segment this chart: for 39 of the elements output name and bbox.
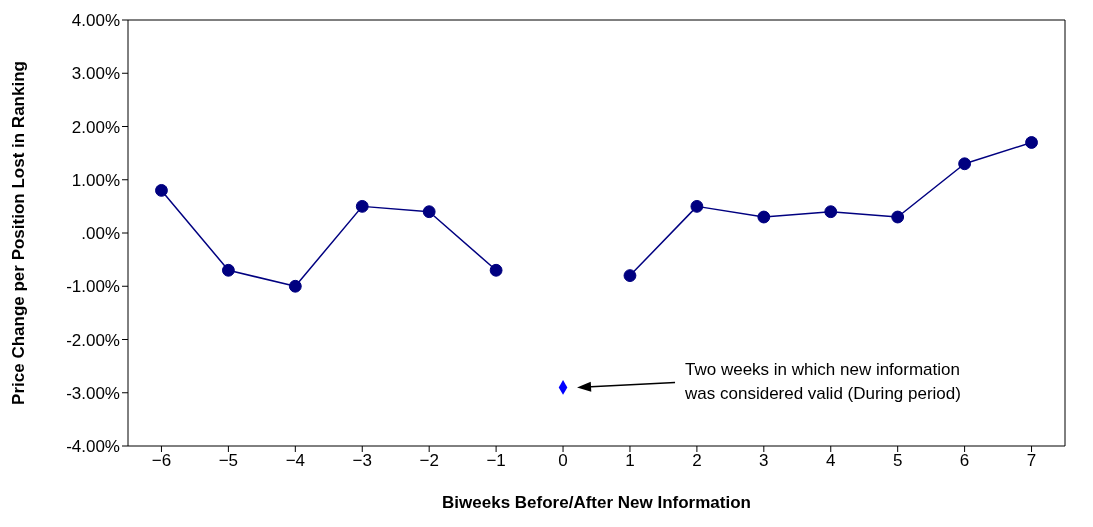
x-tick-label: 2 [692, 451, 702, 471]
y-tick-label: 1.00% [71, 170, 120, 190]
point [221, 263, 235, 277]
x-tick-label: 7 [1026, 451, 1037, 471]
y-axis-title: Price Change per Position Lost in Ranking [9, 61, 29, 405]
x-tick-label: −2 [419, 451, 439, 471]
point [155, 183, 168, 197]
x-tick-label: −1 [486, 451, 506, 471]
x-tick-label: 4 [826, 451, 836, 471]
x-tick-label: 6 [959, 451, 970, 471]
point [824, 205, 838, 219]
point [1025, 136, 1038, 149]
point [690, 199, 704, 213]
x-axis-title: Biweeks Before/After New Information [442, 493, 751, 512]
point [891, 210, 905, 224]
point [489, 263, 503, 277]
x-tick-label: 1 [625, 451, 635, 471]
x-tick-label: −4 [285, 451, 306, 471]
y-tick-label: -4.00% [66, 437, 120, 457]
point [355, 199, 369, 213]
y-tick-label: .00% [81, 224, 120, 244]
y-tick-label: 2.00% [71, 117, 120, 137]
x-tick-label: 3 [759, 451, 769, 471]
x-tick-label: −3 [352, 451, 372, 471]
y-tick-label: -1.00% [66, 277, 120, 297]
x-tick-label: −6 [151, 451, 172, 471]
point [422, 205, 436, 219]
y-tick-label: 3.00% [71, 64, 120, 84]
x-tick-label: −5 [218, 451, 239, 471]
point [288, 279, 302, 293]
y-tick-label: -2.00% [66, 330, 120, 350]
point [623, 269, 637, 283]
x-tick-label: 5 [892, 451, 903, 471]
y-tick-label: 4.00% [71, 11, 120, 31]
annotation: Two weeks in which new information was considered valid (During period) [684, 360, 961, 404]
point [757, 210, 771, 224]
point [958, 157, 972, 171]
x-tick-label: 0 [558, 451, 568, 471]
y-tick-label: -3.00% [66, 383, 120, 403]
